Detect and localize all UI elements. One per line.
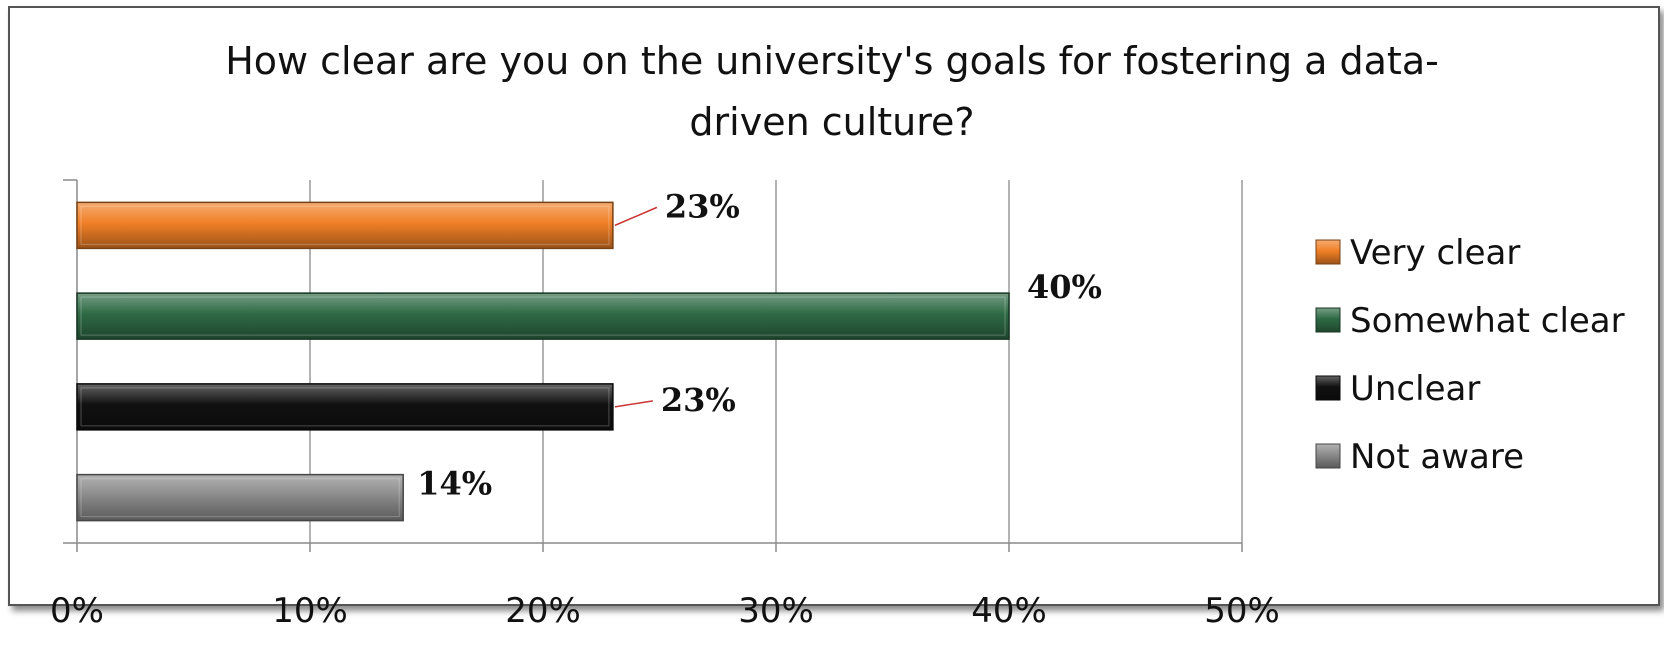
- data-label: 14%: [417, 465, 492, 503]
- bar-not-aware: [76, 473, 404, 522]
- bar-bevel: [80, 205, 610, 245]
- legend-swatch: [1315, 239, 1341, 265]
- x-tick-label: 10%: [272, 591, 348, 631]
- x-tick-label: 40%: [971, 591, 1047, 631]
- x-axis-ticks: 0% 10% 20% 30% 40% 50%: [50, 591, 1280, 631]
- chart-title-line-1: How clear are you on the university's go…: [225, 39, 1439, 83]
- legend-swatch: [1315, 307, 1341, 333]
- legend-label: Not aware: [1350, 437, 1524, 477]
- bar-bevel: [80, 478, 400, 518]
- legend-label: Very clear: [1350, 233, 1520, 273]
- legend-swatch: [1315, 375, 1341, 401]
- bar-bevel: [80, 387, 610, 427]
- bar-bevel: [80, 296, 1006, 336]
- data-labels: 23% 40% 23% 14%: [417, 187, 1102, 502]
- legend-swatch: [1315, 443, 1341, 469]
- data-label: 23%: [661, 381, 736, 419]
- legend-label: Somewhat clear: [1350, 301, 1625, 341]
- leader-line: [614, 400, 654, 408]
- bar-very-clear: [76, 201, 614, 250]
- bar-unclear: [76, 383, 614, 431]
- x-tick-label: 0%: [50, 591, 104, 631]
- legend-label: Unclear: [1350, 369, 1480, 409]
- leader-line: [614, 206, 658, 227]
- data-label: 23%: [665, 187, 740, 225]
- x-tick-label: 50%: [1204, 591, 1280, 631]
- bars: [76, 201, 1010, 522]
- data-label: 40%: [1027, 268, 1102, 306]
- chart-title-line-2: driven culture?: [689, 100, 974, 144]
- legend: Very clear Somewhat clear Unclear Not aware: [1315, 233, 1625, 477]
- x-tick-label: 30%: [738, 591, 814, 631]
- bar-somewhat-clear: [76, 292, 1010, 340]
- x-tick-label: 20%: [505, 591, 581, 631]
